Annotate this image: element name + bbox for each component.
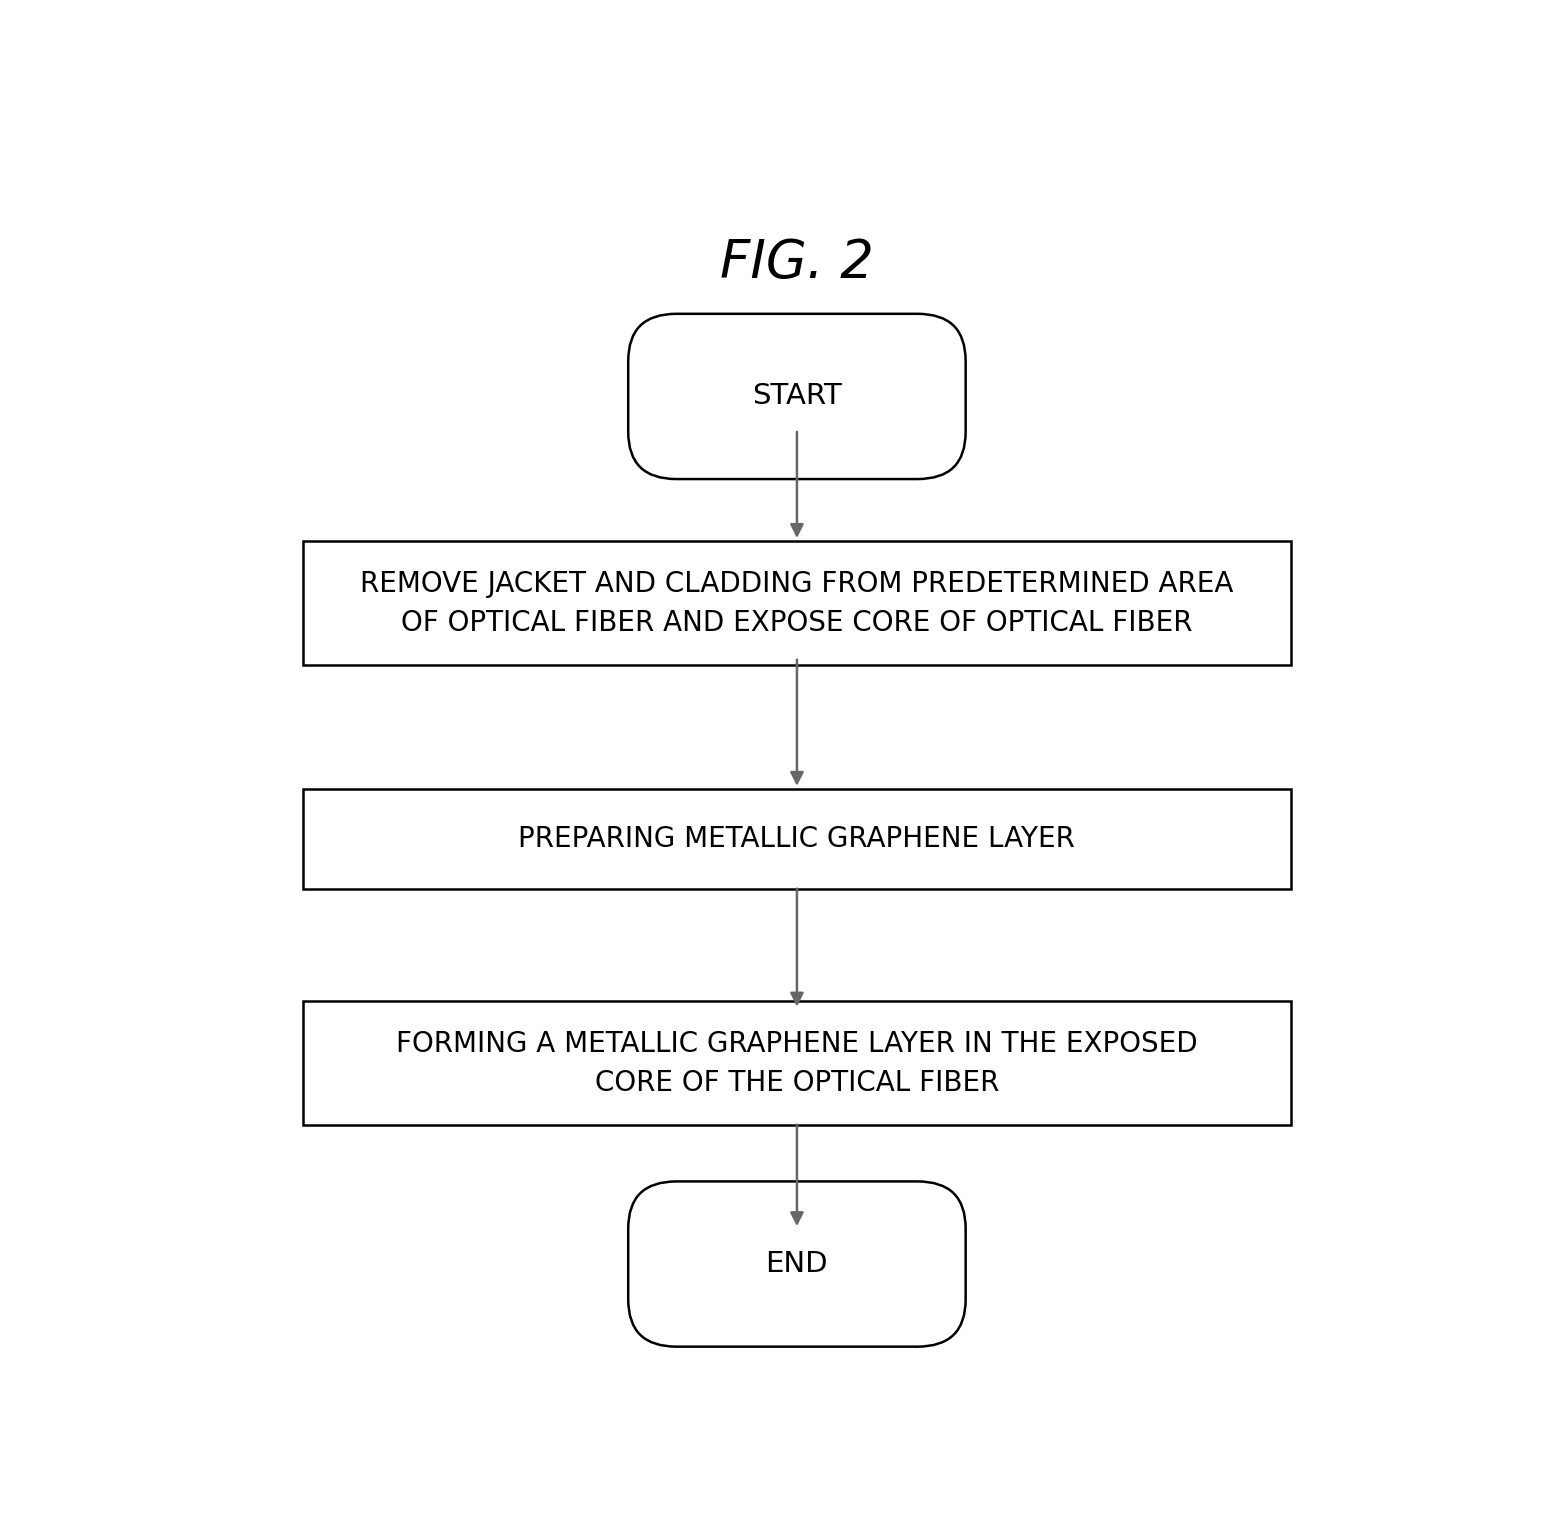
Bar [303, 541, 1291, 665]
Text: FIG. 2: FIG. 2 [720, 238, 874, 290]
Text: END: END [765, 1249, 829, 1279]
Text: START: START [753, 382, 841, 411]
Text: REMOVE JACKET AND CLADDING FROM PREDETERMINED AREA
OF OPTICAL FIBER AND EXPOSE C: REMOVE JACKET AND CLADDING FROM PREDETER… [361, 569, 1233, 636]
Text: PREPARING METALLIC GRAPHENE LAYER: PREPARING METALLIC GRAPHENE LAYER [518, 825, 1076, 852]
FancyBboxPatch shape [628, 1182, 966, 1346]
Bar [303, 1001, 1291, 1125]
FancyBboxPatch shape [628, 314, 966, 480]
Bar [303, 789, 1291, 889]
Text: FORMING A METALLIC GRAPHENE LAYER IN THE EXPOSED
CORE OF THE OPTICAL FIBER: FORMING A METALLIC GRAPHENE LAYER IN THE… [397, 1030, 1197, 1098]
